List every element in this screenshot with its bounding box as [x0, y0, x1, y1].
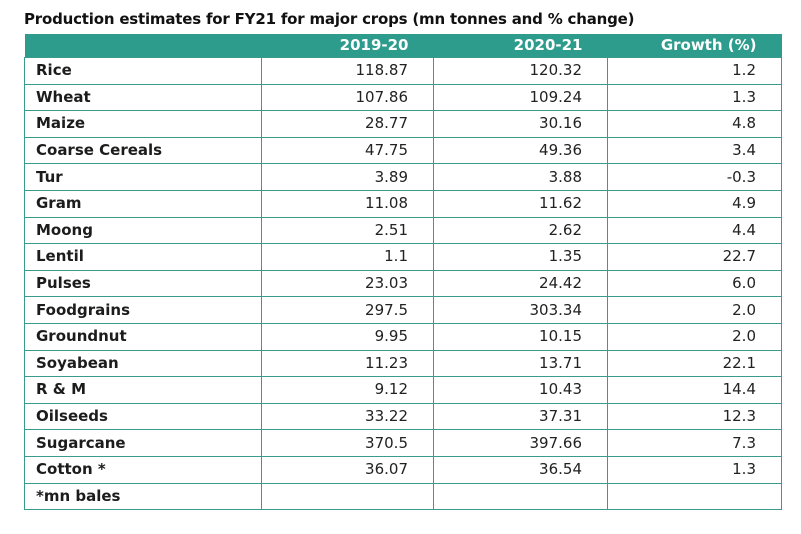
- growth-cell: [607, 482, 782, 511]
- value-2020-21-cell: 10.43: [433, 376, 608, 404]
- growth-cell: -0.3: [607, 163, 782, 191]
- value-2019-20-cell: 28.77: [261, 110, 434, 138]
- value-2019-20-cell: 11.23: [261, 349, 434, 378]
- value-2019-20-cell: 33.22: [261, 402, 434, 431]
- table-row: Foodgrains 297.5 303.34 2.0: [24, 296, 782, 324]
- value-2020-21-cell: 109.24: [433, 83, 608, 112]
- value-2019-20-cell: 9.12: [261, 376, 434, 404]
- crop-name-cell: Cotton *: [24, 455, 262, 484]
- growth-cell: 7.3: [607, 429, 782, 457]
- crop-name-cell: Tur: [24, 163, 262, 191]
- crop-name-cell: Moong: [24, 216, 262, 245]
- value-2019-20-cell: 297.5: [261, 296, 434, 324]
- value-2020-21-cell: 1.35: [433, 243, 608, 271]
- value-2020-21-cell: 30.16: [433, 110, 608, 138]
- table-row: Tur 3.89 3.88 -0.3: [24, 163, 782, 191]
- value-2020-21-cell: 49.36: [433, 136, 608, 165]
- value-2020-21-cell: 397.66: [433, 429, 608, 457]
- table-row: Gram 11.08 11.62 4.9: [24, 189, 782, 218]
- header-growth: Growth (%): [607, 34, 782, 58]
- crop-name-cell: Soyabean: [24, 349, 262, 378]
- value-2020-21-cell: 13.71: [433, 349, 608, 378]
- table-row: Pulses 23.03 24.42 6.0: [24, 269, 782, 298]
- crop-name-cell: Rice: [24, 57, 262, 85]
- table-row: Oilseeds 33.22 37.31 12.3: [24, 402, 782, 431]
- growth-cell: 1.3: [607, 455, 782, 484]
- value-2019-20-cell: 370.5: [261, 429, 434, 457]
- crop-name-cell: *mn bales: [24, 482, 262, 511]
- table-body: Rice 118.87 120.32 1.2 Wheat 107.86 109.24 1.3 M…: [24, 57, 782, 511]
- growth-cell: 22.7: [607, 243, 782, 271]
- crop-name-cell: Pulses: [24, 269, 262, 298]
- value-2020-21-cell: 36.54: [433, 455, 608, 484]
- growth-cell: 1.3: [607, 83, 782, 112]
- table-row: Maize 28.77 30.16 4.8: [24, 110, 782, 138]
- table-row: Lentil 1.1 1.35 22.7: [24, 243, 782, 271]
- value-2020-21-cell: 3.88: [433, 163, 608, 191]
- growth-cell: 6.0: [607, 269, 782, 298]
- value-2019-20-cell: 118.87: [261, 57, 434, 85]
- header-row: 2019-20 2020-21 Growth (%): [24, 34, 782, 58]
- growth-cell: 4.8: [607, 110, 782, 138]
- crop-name-cell: Wheat: [24, 83, 262, 112]
- value-2020-21-cell: [433, 482, 608, 511]
- value-2020-21-cell: 37.31: [433, 402, 608, 431]
- crop-name-cell: Maize: [24, 110, 262, 138]
- growth-cell: 4.9: [607, 189, 782, 218]
- value-2020-21-cell: 24.42: [433, 269, 608, 298]
- crop-name-cell: Lentil: [24, 243, 262, 271]
- value-2019-20-cell: 36.07: [261, 455, 434, 484]
- table-row: Coarse Cereals 47.75 49.36 3.4: [24, 136, 782, 165]
- table-title: Production estimates for FY21 for major …: [24, 10, 635, 28]
- value-2020-21-cell: 10.15: [433, 322, 608, 351]
- header-2019-20: 2019-20: [261, 34, 434, 58]
- crop-production-table: 2019-20 2020-21 Growth (%) Rice 118.87 120…: [24, 34, 782, 511]
- value-2019-20-cell: 9.95: [261, 322, 434, 351]
- table-row: R & M 9.12 10.43 14.4: [24, 376, 782, 404]
- table-row: Wheat 107.86 109.24 1.3: [24, 83, 782, 112]
- value-2019-20-cell: 1.1: [261, 243, 434, 271]
- header-2020-21: 2020-21: [433, 34, 608, 58]
- value-2019-20-cell: 2.51: [261, 216, 434, 245]
- value-2020-21-cell: 303.34: [433, 296, 608, 324]
- value-2019-20-cell: 23.03: [261, 269, 434, 298]
- value-2019-20-cell: 107.86: [261, 83, 434, 112]
- growth-cell: 2.0: [607, 322, 782, 351]
- growth-cell: 1.2: [607, 57, 782, 85]
- growth-cell: 22.1: [607, 349, 782, 378]
- table-row: Soyabean 11.23 13.71 22.1: [24, 349, 782, 378]
- table-row: Groundnut 9.95 10.15 2.0: [24, 322, 782, 351]
- growth-cell: 3.4: [607, 136, 782, 165]
- value-2019-20-cell: 11.08: [261, 189, 434, 218]
- crop-name-cell: Coarse Cereals: [24, 136, 262, 165]
- table-row: Sugarcane 370.5 397.66 7.3: [24, 429, 782, 457]
- table-row: Moong 2.51 2.62 4.4: [24, 216, 782, 245]
- value-2020-21-cell: 120.32: [433, 57, 608, 85]
- growth-cell: 4.4: [607, 216, 782, 245]
- crop-name-cell: Foodgrains: [24, 296, 262, 324]
- value-2019-20-cell: [261, 482, 434, 511]
- crop-name-cell: Groundnut: [24, 322, 262, 351]
- value-2019-20-cell: 47.75: [261, 136, 434, 165]
- value-2020-21-cell: 2.62: [433, 216, 608, 245]
- crop-name-cell: R & M: [24, 376, 262, 404]
- crop-name-cell: Gram: [24, 189, 262, 218]
- growth-cell: 12.3: [607, 402, 782, 431]
- table-row: Rice 118.87 120.32 1.2: [24, 57, 782, 85]
- growth-cell: 14.4: [607, 376, 782, 404]
- growth-cell: 2.0: [607, 296, 782, 324]
- value-2019-20-cell: 3.89: [261, 163, 434, 191]
- value-2020-21-cell: 11.62: [433, 189, 608, 218]
- crop-name-cell: Oilseeds: [24, 402, 262, 431]
- table-row: *mn bales: [24, 482, 782, 511]
- crop-name-cell: Sugarcane: [24, 429, 262, 457]
- header-crop: [24, 34, 262, 58]
- table-row: Cotton * 36.07 36.54 1.3: [24, 455, 782, 484]
